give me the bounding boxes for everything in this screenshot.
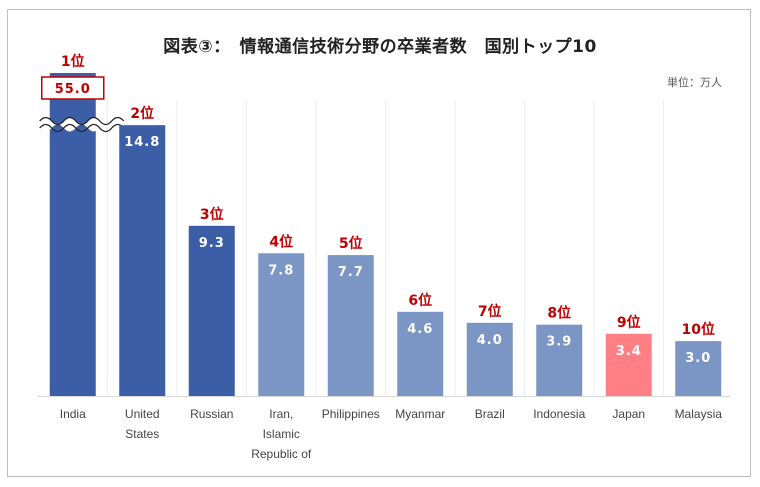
category-label: Myanmar <box>395 407 445 421</box>
bar <box>397 311 444 396</box>
value-label: 4.6 <box>407 322 433 337</box>
category-label: Indonesia <box>533 407 585 421</box>
value-label: 3.0 <box>685 351 711 366</box>
unit-label: 単位：万人 <box>667 76 722 89</box>
category-label: Russian <box>190 407 233 421</box>
value-label: 7.7 <box>338 265 364 280</box>
rank-label: 7位 <box>478 303 502 320</box>
category-label-line: Russian <box>190 407 233 421</box>
value-label: 55.0 <box>55 82 91 97</box>
bar <box>327 255 374 396</box>
category-label-line: States <box>125 427 159 441</box>
rank-label: 10位 <box>682 321 715 338</box>
category-label-line: Japan <box>612 407 645 421</box>
rank-label: 6位 <box>408 292 432 309</box>
category-label-line: Indonesia <box>533 407 585 421</box>
value-label: 4.0 <box>477 333 503 348</box>
rank-label: 2位 <box>130 105 154 122</box>
category-label-line: Malaysia <box>675 407 723 421</box>
category-label-line: Republic of <box>251 447 312 461</box>
bar <box>188 225 235 396</box>
rank-label: 5位 <box>339 235 363 252</box>
value-label: 14.8 <box>124 135 160 150</box>
bar <box>119 125 166 396</box>
value-label: 7.8 <box>268 263 294 278</box>
rank-label: 8位 <box>547 305 571 322</box>
rank-label: 1位 <box>61 53 85 70</box>
bar <box>675 341 722 396</box>
category-label-line: India <box>60 407 86 421</box>
category-label: India <box>60 407 86 421</box>
value-label: 9.3 <box>199 236 225 251</box>
bar <box>258 253 305 396</box>
bar <box>536 324 583 396</box>
rank-label: 3位 <box>200 206 224 223</box>
bar <box>605 333 652 396</box>
value-label-box <box>41 76 105 100</box>
axis-break-line <box>39 123 125 133</box>
category-label: Malaysia <box>675 407 723 421</box>
value-label: 3.9 <box>546 335 572 350</box>
category-label: Japan <box>612 407 645 421</box>
axis-break-line <box>39 116 125 126</box>
category-label: Iran, Islamic Republic of <box>251 407 312 461</box>
category-label: Brazil <box>475 407 505 421</box>
value-label: 3.4 <box>616 344 642 359</box>
category-label-line: Brazil <box>475 407 505 421</box>
rank-label: 4位 <box>269 233 293 250</box>
category-label: Philippines <box>322 407 380 421</box>
category-label-line: Philippines <box>322 407 380 421</box>
category-label-line: Islamic <box>263 427 300 441</box>
category-label-line: Iran, <box>269 407 293 421</box>
rank-label: 9位 <box>617 314 641 331</box>
chart-title: 図表③： 情報通信技術分野の卒業者数 国別トップ10 <box>163 37 597 57</box>
bar <box>466 322 513 396</box>
category-label-line: Myanmar <box>395 407 445 421</box>
category-label: United States <box>125 407 160 441</box>
category-label-line: United <box>125 407 160 421</box>
